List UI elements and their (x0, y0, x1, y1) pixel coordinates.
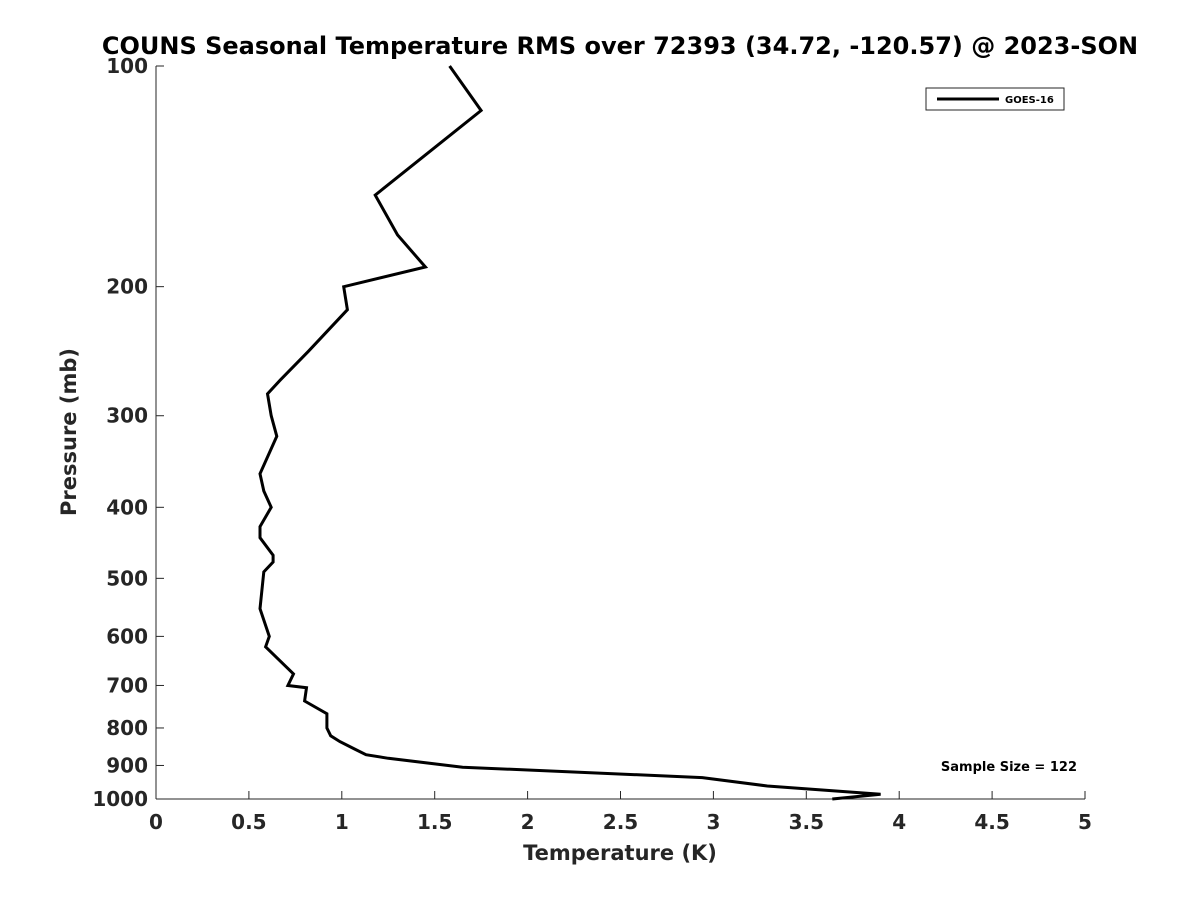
y-tick-label: 300 (106, 404, 148, 428)
x-tick-label: 1.5 (417, 810, 452, 834)
y-tick-label: 800 (106, 716, 148, 740)
series-layer (258, 65, 881, 801)
y-tick-label: 100 (106, 54, 148, 78)
x-ticks: 0 0.5 1 1.5 2 2.5 3 3.5 4 4.5 5 (149, 791, 1092, 834)
y-tick-label: 900 (106, 753, 148, 777)
x-tick-label: 5 (1078, 810, 1092, 834)
x-axis-label: Temperature (K) (523, 841, 717, 865)
x-tick-label: 3.5 (789, 810, 824, 834)
x-tick-label: 1 (335, 810, 349, 834)
x-tick-label: 4 (892, 810, 906, 834)
y-tick-label: 400 (106, 495, 148, 519)
x-tick-label: 3 (706, 810, 720, 834)
legend: GOES-16 (925, 87, 1065, 111)
y-tick-label: 700 (106, 673, 148, 697)
y-axis-label: Pressure (mb) (57, 348, 81, 516)
chart-title: COUNS Seasonal Temperature RMS over 7239… (102, 32, 1138, 60)
y-tick-label: 1000 (92, 787, 148, 811)
series-line-goes-16 (258, 65, 881, 801)
x-tick-label: 0.5 (231, 810, 266, 834)
x-tick-label: 0 (149, 810, 163, 834)
y-tick-label: 500 (106, 566, 148, 590)
y-tick-label: 200 (106, 275, 148, 299)
y-tick-label: 600 (106, 624, 148, 648)
legend-entry: GOES-16 (1005, 95, 1054, 106)
plot-area: 0 0.5 1 1.5 2 2.5 3 3.5 4 4.5 5 100 200 300 400 500 600… (92, 54, 1092, 834)
sample-size-annotation: Sample Size = 122 (941, 760, 1077, 775)
x-tick-label: 2.5 (603, 810, 638, 834)
x-tick-label: 4.5 (974, 810, 1009, 834)
x-tick-label: 2 (521, 810, 535, 834)
y-ticks: 100 200 300 400 500 600 700 800 900 1000 (92, 54, 164, 811)
